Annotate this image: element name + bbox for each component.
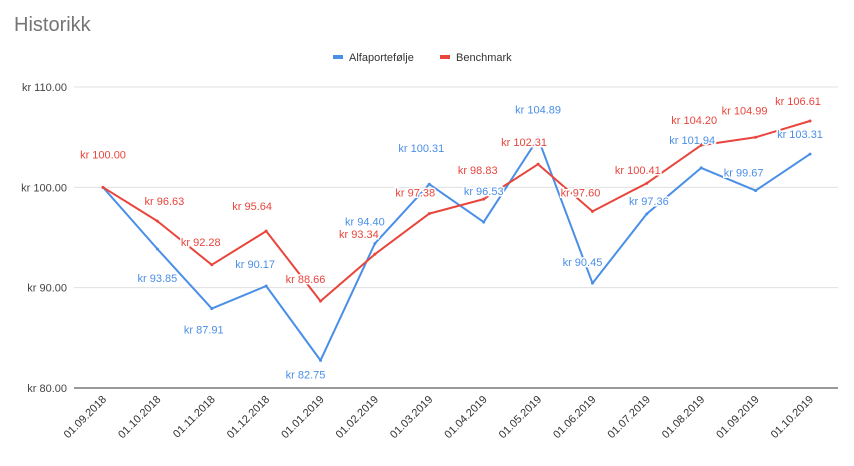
x-tick-label: 01.12.2018 [225,394,272,441]
legend-label: Benchmark [456,52,512,64]
data-label: kr 96.53 [464,186,504,198]
data-label: kr 101.94 [669,135,715,147]
data-point [754,189,758,193]
data-label: kr 93.85 [138,273,178,285]
data-label: kr 102.31 [501,137,547,149]
data-point [482,220,486,224]
data-point [373,242,377,246]
y-tick-label: kr 80.00 [27,383,67,395]
x-tick-label: 01.10.2018 [116,394,163,441]
data-label: kr 106.61 [775,96,821,108]
data-point [264,229,268,233]
data-point [319,299,323,303]
series-line-benchmark [102,120,811,303]
data-point [808,152,812,156]
legend-label: Alfaportefølje [349,52,414,64]
data-label: kr 96.63 [145,196,185,208]
data-label: kr 92.28 [181,237,221,249]
data-point [590,281,594,285]
data-label: kr 103.31 [777,129,823,141]
data-point [210,307,214,311]
y-tick-label: kr 90.00 [27,283,67,295]
data-label: kr 98.83 [458,165,498,177]
data-point [210,263,214,267]
data-point [427,182,431,186]
data-point [101,185,105,189]
data-point [590,209,594,213]
data-point [536,136,540,140]
series-line-alfaportefolje [102,137,811,362]
x-tick-label: 01.04.2019 [442,394,489,441]
x-tick-label: 01.11.2018 [171,394,218,441]
data-point [699,166,703,170]
data-label: kr 87.91 [184,325,224,337]
data-label: kr 97.36 [629,196,669,208]
data-point [699,143,703,147]
x-tick-label: 01.06.2019 [551,394,598,441]
data-point [155,247,159,251]
data-point [536,162,540,166]
data-point [373,252,377,256]
data-point [482,197,486,201]
x-tick-label: 01.09.2019 [714,394,761,441]
chart-title: Historikk [14,14,91,36]
data-label: kr 100.41 [615,165,661,177]
data-label: kr 99.67 [724,168,764,180]
y-tick-label: kr 100.00 [21,182,67,194]
data-label: kr 90.17 [235,259,275,271]
legend-swatch [333,55,343,59]
x-tick-label: 01.03.2019 [388,394,435,441]
data-label: kr 104.20 [671,115,717,127]
data-label: kr 104.99 [722,105,768,117]
data-label: kr 90.45 [563,257,603,269]
data-label: kr 100.31 [398,143,444,155]
data-label: kr 104.89 [515,104,561,116]
data-point [754,135,758,139]
legend-swatch [440,55,450,59]
data-label: kr 93.34 [339,229,379,241]
x-tick-label: 01.05.2019 [497,394,544,441]
x-tick-label: 01.02.2019 [334,394,381,441]
data-label: kr 94.40 [345,217,385,229]
x-tick-label: 01.08.2019 [660,394,707,441]
data-label: kr 82.75 [286,369,326,381]
x-tick-label: 01.07.2019 [606,394,653,441]
data-label: kr 97.60 [561,187,601,199]
x-tick-label: 01.01.2019 [279,394,326,441]
data-label: kr 100.00 [80,149,126,161]
data-point [808,119,812,123]
data-point [264,284,268,288]
data-label: kr 97.38 [395,188,435,200]
data-point [427,212,431,216]
x-tick-label: 01.09.2018 [62,394,109,441]
data-point [645,212,649,216]
data-point [319,358,323,362]
y-tick-label: kr 110.00 [22,82,67,94]
data-label: kr 88.66 [286,274,326,286]
data-point [155,219,159,223]
x-tick-label: 01.10.2019 [769,394,816,441]
data-label: kr 95.64 [232,201,272,213]
data-point [645,181,649,185]
